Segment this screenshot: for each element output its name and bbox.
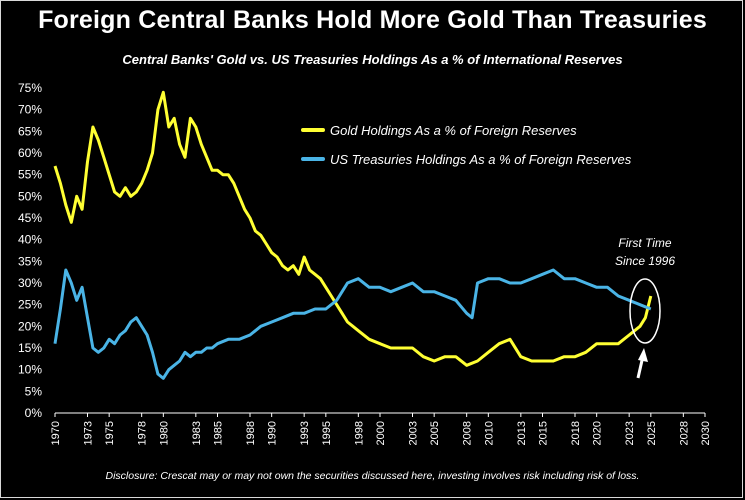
- y-tick-label: 50%: [18, 189, 42, 203]
- y-tick-label: 65%: [18, 124, 42, 138]
- x-tick-label: 2030: [700, 421, 712, 445]
- y-tick-label: 15%: [18, 341, 42, 355]
- x-tick-label: 2023: [624, 421, 636, 445]
- x-tick-label: 1988: [245, 421, 257, 445]
- y-tick-label: 60%: [18, 146, 42, 160]
- x-tick-label: 2018: [570, 421, 582, 445]
- y-tick-label: 75%: [18, 81, 42, 95]
- chart-subtitle: Central Banks' Gold vs. US Treasuries Ho…: [122, 52, 623, 67]
- annotation-arrow-icon: [636, 348, 648, 379]
- annotation-line-2: Since 1996: [615, 254, 675, 268]
- legend: Gold Holdings As a % of Foreign Reserves…: [301, 123, 632, 167]
- y-tick-label: 5%: [25, 384, 43, 398]
- x-tick-label: 2005: [429, 421, 441, 445]
- disclosure-note: Disclosure: Crescat may or may not own t…: [105, 470, 640, 482]
- legend-label-treasuries: US Treasuries Holdings As a % of Foreign…: [330, 152, 632, 167]
- x-tick-label: 2028: [678, 421, 690, 445]
- x-tick-label: 1980: [158, 421, 170, 445]
- x-tick-label: 2008: [462, 421, 474, 445]
- series-group: [53, 90, 653, 380]
- x-tick-label: 1990: [267, 421, 279, 445]
- x-tick-label: 1970: [50, 421, 62, 445]
- x-tick-label: 2015: [538, 421, 550, 445]
- x-tick-label: 1985: [213, 421, 225, 445]
- x-tick-label: 2000: [375, 421, 387, 445]
- x-axis: 1970 1973 1975 1978 1980 1983 1985 1988 1990 1993…: [50, 413, 712, 445]
- annotation-line-1: First Time: [618, 236, 672, 250]
- y-tick-label: 40%: [18, 233, 42, 247]
- x-tick-label: 2025: [646, 421, 658, 445]
- y-tick-label: 35%: [18, 254, 42, 268]
- y-tick-label: 70%: [18, 103, 42, 117]
- y-tick-label: 55%: [18, 168, 42, 182]
- x-tick-label: 1993: [299, 421, 311, 445]
- x-tick-label: 2020: [592, 421, 604, 445]
- series-line-treasuries: [53, 268, 652, 380]
- legend-label-gold: Gold Holdings As a % of Foreign Reserves: [330, 123, 577, 138]
- x-tick-label: 2003: [408, 421, 420, 445]
- y-tick-label: 0%: [25, 406, 43, 420]
- x-tick-label: 1978: [137, 421, 149, 445]
- y-axis: 0% 5% 10% 15% 20% 25% 30% 35% 40% 45% 50% 55% 60% 65%…: [18, 81, 42, 420]
- y-tick-label: 25%: [18, 298, 42, 312]
- x-tick-label: 1998: [353, 421, 365, 445]
- x-tick-label: 1975: [104, 421, 116, 445]
- x-tick-label: 1983: [191, 421, 203, 445]
- series-line-gold: [53, 90, 653, 367]
- annotation-circle: [629, 278, 661, 344]
- y-tick-label: 45%: [18, 211, 42, 225]
- x-tick-label: 1973: [83, 421, 95, 445]
- x-tick-label: 2010: [483, 421, 495, 445]
- y-tick-label: 30%: [18, 276, 42, 290]
- page-title: Foreign Central Banks Hold More Gold Tha…: [38, 6, 707, 34]
- y-tick-label: 20%: [18, 319, 42, 333]
- x-tick-label: 1995: [321, 421, 333, 445]
- y-tick-label: 10%: [18, 363, 42, 377]
- x-tick-label: 2013: [516, 421, 528, 445]
